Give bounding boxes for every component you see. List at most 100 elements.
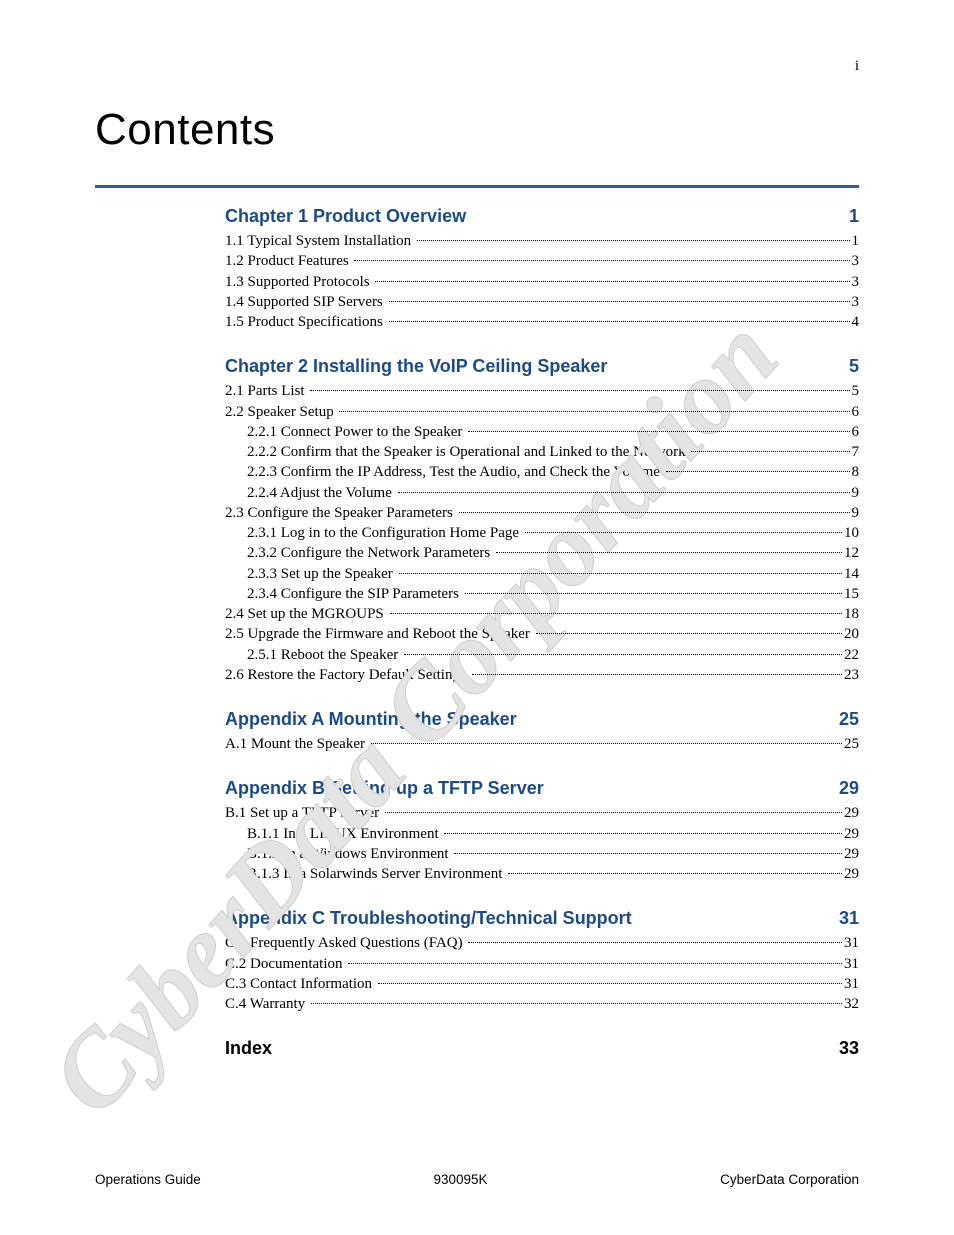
entry-page: 29 bbox=[844, 824, 859, 844]
footer-right: CyberData Corporation bbox=[720, 1172, 859, 1187]
entry-label: 2.3 Configure the Speaker Parameters bbox=[225, 503, 457, 523]
toc-entry[interactable]: 2.5 Upgrade the Firmware and Reboot the … bbox=[225, 624, 859, 644]
toc-entry[interactable]: B.1.3 In a Solarwinds Server Environment… bbox=[225, 864, 859, 884]
toc-entry[interactable]: 2.6 Restore the Factory Default Settings… bbox=[225, 665, 859, 685]
page-number-top: i bbox=[855, 58, 859, 75]
chapter-heading[interactable]: Appendix A Mounting the Speaker25 bbox=[225, 709, 859, 730]
toc-entry[interactable]: 2.2.3 Confirm the IP Address, Test the A… bbox=[225, 462, 859, 482]
leader-dots bbox=[389, 321, 850, 322]
entry-label: 2.3.1 Log in to the Configuration Home P… bbox=[247, 523, 523, 543]
chapter-page: 29 bbox=[839, 778, 859, 799]
table-of-contents: Chapter 1 Product Overview1 1.1 Typical S… bbox=[225, 206, 859, 1059]
leader-dots bbox=[371, 743, 842, 744]
entry-label: C.3 Contact Information bbox=[225, 974, 376, 994]
toc-entry[interactable]: 2.3.2 Configure the Network Parameters 1… bbox=[225, 543, 859, 563]
entry-label: 2.5.1 Reboot the Speaker bbox=[247, 645, 402, 665]
entry-label: C.2 Documentation bbox=[225, 954, 346, 974]
entry-page: 32 bbox=[844, 994, 859, 1014]
toc-entry[interactable]: 1.1 Typical System Installation 1 bbox=[225, 231, 859, 251]
entry-label: B.1.1 In a LINUX Environment bbox=[247, 824, 442, 844]
entry-page: 29 bbox=[844, 803, 859, 823]
entry-label: C.4 Warranty bbox=[225, 994, 309, 1014]
toc-entry[interactable]: 2.4 Set up the MGROUPS 18 bbox=[225, 604, 859, 624]
chapter-title: Appendix B Setting up a TFTP Server bbox=[225, 778, 544, 799]
entry-label: B.1.3 In a Solarwinds Server Environment bbox=[247, 864, 506, 884]
toc-entry[interactable]: 2.2.2 Confirm that the Speaker is Operat… bbox=[225, 442, 859, 462]
entry-label: A.1 Mount the Speaker bbox=[225, 734, 369, 754]
toc-entry[interactable]: C.2 Documentation 31 bbox=[225, 954, 859, 974]
toc-entry[interactable]: B.1.1 In a LINUX Environment 29 bbox=[225, 824, 859, 844]
toc-entry[interactable]: 2.3.4 Configure the SIP Parameters 15 bbox=[225, 584, 859, 604]
toc-section: Index33 bbox=[225, 1038, 859, 1059]
toc-entry[interactable]: 1.3 Supported Protocols 3 bbox=[225, 272, 859, 292]
entry-page: 15 bbox=[844, 584, 859, 604]
entry-label: 2.2.2 Confirm that the Speaker is Operat… bbox=[247, 442, 689, 462]
entry-label: 1.2 Product Features bbox=[225, 251, 352, 271]
toc-entry[interactable]: 2.2.4 Adjust the Volume 9 bbox=[225, 483, 859, 503]
entry-page: 31 bbox=[844, 974, 859, 994]
leader-dots bbox=[354, 260, 849, 261]
leader-dots bbox=[389, 301, 850, 302]
page-title: Contents bbox=[95, 105, 859, 155]
toc-entry[interactable]: A.1 Mount the Speaker 25 bbox=[225, 734, 859, 754]
index-heading[interactable]: Index33 bbox=[225, 1038, 859, 1059]
toc-entry[interactable]: 2.2.1 Connect Power to the Speaker 6 bbox=[225, 422, 859, 442]
toc-entry[interactable]: C.4 Warranty 32 bbox=[225, 994, 859, 1014]
page: CyberData Corporation i Contents Chapter… bbox=[0, 0, 954, 1235]
toc-entry[interactable]: B.1 Set up a TFTP Server 29 bbox=[225, 803, 859, 823]
toc-entry[interactable]: C.3 Contact Information 31 bbox=[225, 974, 859, 994]
entry-page: 25 bbox=[844, 734, 859, 754]
entry-label: 1.1 Typical System Installation bbox=[225, 231, 415, 251]
leader-dots bbox=[399, 573, 842, 574]
leader-dots bbox=[525, 532, 842, 533]
leader-dots bbox=[310, 390, 849, 391]
leader-dots bbox=[390, 613, 842, 614]
leader-dots bbox=[375, 281, 849, 282]
toc-entry[interactable]: 2.3.1 Log in to the Configuration Home P… bbox=[225, 523, 859, 543]
toc-entry[interactable]: 2.3 Configure the Speaker Parameters 9 bbox=[225, 503, 859, 523]
toc-section: Chapter 1 Product Overview1 1.1 Typical S… bbox=[225, 206, 859, 332]
chapter-title: Chapter 2 Installing the VoIP Ceiling Sp… bbox=[225, 356, 607, 377]
toc-entry[interactable]: 1.4 Supported SIP Servers 3 bbox=[225, 292, 859, 312]
toc-entry[interactable]: 2.3.3 Set up the Speaker 14 bbox=[225, 564, 859, 584]
entry-page: 9 bbox=[852, 483, 860, 503]
entry-page: 3 bbox=[852, 272, 860, 292]
toc-entry[interactable]: 1.5 Product Specifications 4 bbox=[225, 312, 859, 332]
toc-entry[interactable]: 2.1 Parts List 5 bbox=[225, 381, 859, 401]
entry-label: 2.6 Restore the Factory Default Settings bbox=[225, 665, 470, 685]
leader-dots bbox=[339, 411, 849, 412]
leader-dots bbox=[385, 812, 842, 813]
entry-label: B.1 Set up a TFTP Server bbox=[225, 803, 383, 823]
entry-page: 22 bbox=[844, 645, 859, 665]
leader-dots bbox=[417, 240, 850, 241]
chapter-heading[interactable]: Appendix C Troubleshooting/Technical Sup… bbox=[225, 908, 859, 929]
entry-label: C.1 Frequently Asked Questions (FAQ) bbox=[225, 933, 466, 953]
toc-entry[interactable]: B.1.2 In a Windows Environment 29 bbox=[225, 844, 859, 864]
entry-page: 9 bbox=[852, 503, 860, 523]
chapter-heading[interactable]: Appendix B Setting up a TFTP Server 29 bbox=[225, 778, 859, 799]
entry-page: 23 bbox=[844, 665, 859, 685]
entry-page: 29 bbox=[844, 864, 859, 884]
toc-entry[interactable]: C.1 Frequently Asked Questions (FAQ) 31 bbox=[225, 933, 859, 953]
toc-entry[interactable]: 1.2 Product Features 3 bbox=[225, 251, 859, 271]
chapter-heading[interactable]: Chapter 2 Installing the VoIP Ceiling Sp… bbox=[225, 356, 859, 377]
toc-section: Appendix A Mounting the Speaker25A.1 Mou… bbox=[225, 709, 859, 754]
entry-label: 2.2.3 Confirm the IP Address, Test the A… bbox=[247, 462, 664, 482]
leader-dots bbox=[465, 593, 842, 594]
chapter-title: Appendix A Mounting the Speaker bbox=[225, 709, 517, 730]
leader-dots bbox=[311, 1003, 842, 1004]
chapter-title: Appendix C Troubleshooting/Technical Sup… bbox=[225, 908, 632, 929]
leader-dots bbox=[496, 552, 842, 553]
toc-section: Chapter 2 Installing the VoIP Ceiling Sp… bbox=[225, 356, 859, 685]
horizontal-rule bbox=[95, 185, 859, 188]
chapter-heading[interactable]: Chapter 1 Product Overview1 bbox=[225, 206, 859, 227]
toc-entry[interactable]: 2.5.1 Reboot the Speaker 22 bbox=[225, 645, 859, 665]
entry-page: 29 bbox=[844, 844, 859, 864]
toc-entry[interactable]: 2.2 Speaker Setup 6 bbox=[225, 402, 859, 422]
footer: Operations Guide 930095K CyberData Corpo… bbox=[95, 1172, 859, 1187]
leader-dots bbox=[378, 983, 842, 984]
leader-dots bbox=[404, 654, 842, 655]
leader-dots bbox=[398, 492, 850, 493]
entry-page: 20 bbox=[844, 624, 859, 644]
entry-page: 3 bbox=[852, 251, 860, 271]
